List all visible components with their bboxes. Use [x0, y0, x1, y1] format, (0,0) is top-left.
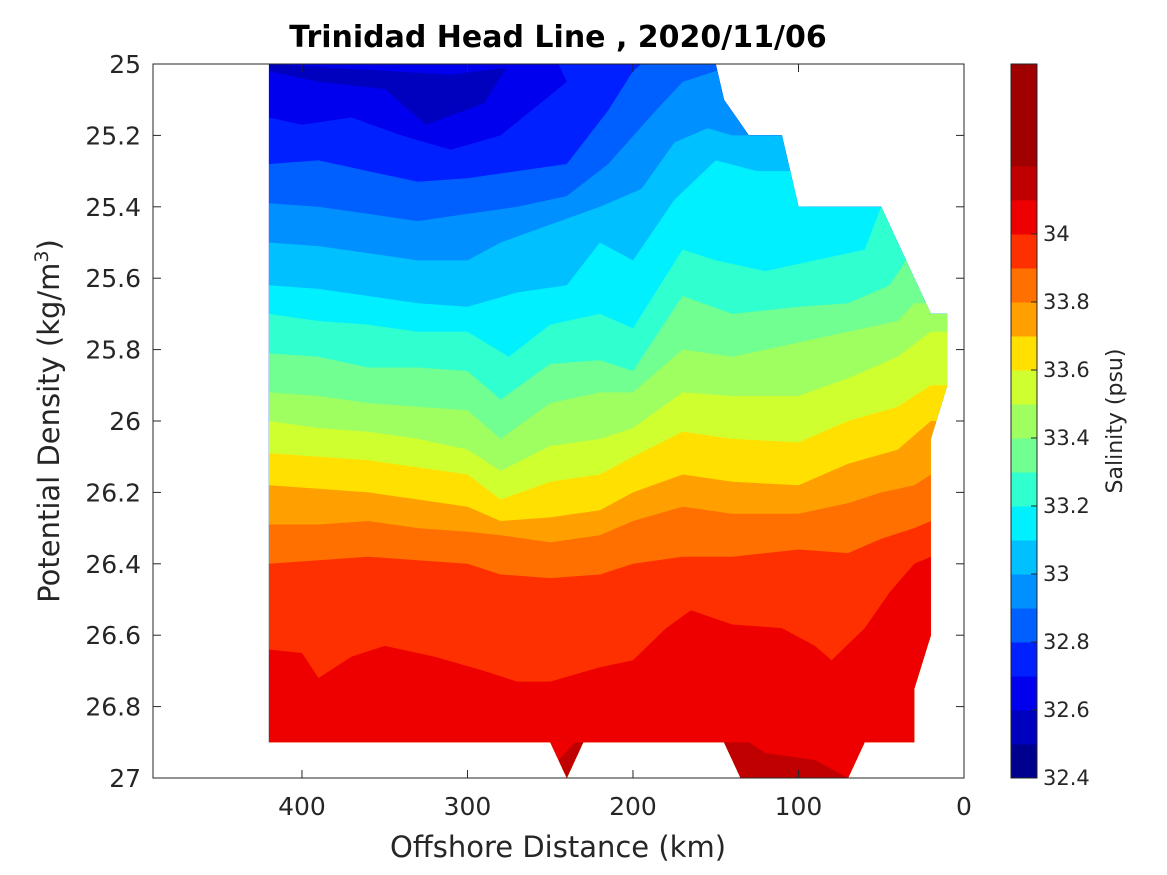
y-axis-label: Potential Density (kg/m3)	[31, 239, 66, 603]
y-tick-label: 26.2	[85, 478, 141, 507]
y-tick-label: 27	[109, 764, 141, 793]
colorbar-swatch	[1011, 744, 1037, 779]
colorbar-swatch	[1011, 302, 1037, 337]
y-tick-label: 26	[109, 407, 141, 436]
colorbar-swatch	[1011, 64, 1037, 99]
colorbar-swatch	[1011, 132, 1037, 167]
colorbar-swatch	[1011, 438, 1037, 473]
colorbar-swatch	[1011, 472, 1037, 507]
x-axis-label: Offshore Distance (km)	[390, 830, 726, 864]
y-tick-label: 25.8	[85, 336, 141, 365]
colorbar-swatch	[1011, 404, 1037, 439]
colorbar-swatch	[1011, 608, 1037, 643]
y-tick-label: 26.4	[85, 550, 141, 579]
colorbar-tick-label: 33.4	[1043, 426, 1090, 450]
colorbar-swatch	[1011, 234, 1037, 269]
colorbar-tick-label: 33	[1043, 562, 1070, 586]
colorbar-swatch	[1011, 336, 1037, 371]
y-tick-label: 25.4	[85, 193, 141, 222]
chart-title: Trinidad Head Line , 2020/11/06	[289, 20, 826, 55]
colorbar-tick-label: 33.2	[1043, 494, 1090, 518]
colorbar-tick-label: 33.6	[1043, 358, 1090, 382]
salinity-band	[268, 556, 948, 778]
y-tick-label: 26.6	[85, 621, 141, 650]
x-axis: 400 300 200 100 0	[278, 64, 972, 821]
y-tick-label: 25.6	[85, 264, 141, 293]
colorbar: 32.4 32.6 32.8 33 33.2 33.4 33.6 33.8 34	[1010, 63, 1090, 790]
colorbar-label: Salinity (psu)	[1103, 349, 1128, 494]
x-tick-label: 200	[609, 792, 657, 821]
y-axis: 25 25.2 25.4 25.6 25.8 26 26.2 26.4 26.6 26.8 27	[85, 50, 964, 793]
colorbar-swatch	[1011, 676, 1037, 711]
colorbar-swatch	[1011, 540, 1037, 575]
y-tick-label: 26.8	[85, 693, 141, 722]
colorbar-swatch	[1011, 710, 1037, 745]
x-tick-label: 0	[956, 792, 972, 821]
x-tick-label: 100	[775, 792, 823, 821]
colorbar-swatch	[1011, 574, 1037, 609]
x-tick-label: 400	[278, 792, 326, 821]
colorbar-swatch	[1011, 200, 1037, 235]
colorbar-tick-label: 32.8	[1043, 630, 1090, 654]
colorbar-swatch	[1011, 98, 1037, 133]
y-tick-label: 25.2	[85, 121, 141, 150]
colorbar-swatch	[1011, 506, 1037, 541]
colorbar-tick-label: 34	[1043, 222, 1070, 246]
y-tick-label: 25	[109, 50, 141, 79]
colorbar-tick-label: 32.4	[1043, 766, 1090, 790]
colorbar-tick-label: 33.8	[1043, 290, 1090, 314]
colorbar-swatch	[1011, 268, 1037, 303]
colorbar-swatch	[1011, 370, 1037, 405]
colorbar-swatch	[1011, 642, 1037, 677]
colorbar-swatch	[1011, 166, 1037, 201]
colorbar-tick-label: 32.6	[1043, 698, 1090, 722]
x-tick-label: 300	[444, 792, 492, 821]
colorbar-frame	[1010, 63, 1038, 779]
